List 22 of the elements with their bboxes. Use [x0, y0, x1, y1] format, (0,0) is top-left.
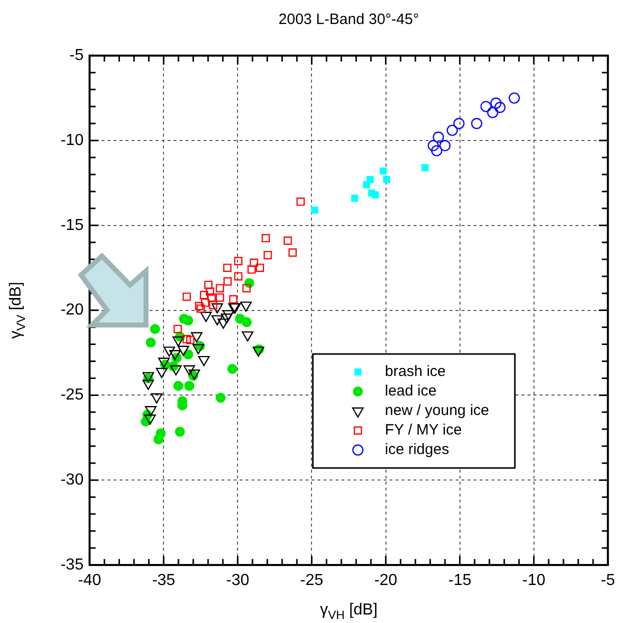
x-tick-label: -35 [152, 572, 176, 590]
y-tick-label: -20 [60, 302, 84, 319]
y-tick-label: -15 [60, 216, 84, 234]
legend-label: brash ice [384, 363, 446, 380]
chart-title: 2003 L-Band 30°-45° [278, 11, 419, 28]
x-tick-label: -40 [78, 572, 102, 590]
x-tick-label: -15 [448, 572, 472, 590]
legend-label: new / young ice [384, 402, 490, 420]
x-tick-label: -20 [374, 572, 398, 590]
legend-label: ice ridges [384, 441, 450, 458]
y-axis-title: γVV [dB] [7, 282, 28, 339]
x-tick-label: -30 [226, 572, 250, 590]
x-tick-label: -10 [522, 572, 546, 590]
y-tick-label: -30 [60, 472, 84, 489]
y-tick-label: -25 [60, 386, 84, 404]
y-tick-label: -10 [60, 132, 84, 149]
x-tick-label: -5 [600, 572, 616, 590]
legend-label: FY / MY ice [384, 422, 462, 439]
y-tick-label: -5 [69, 47, 84, 64]
legend-label: lead ice [384, 382, 437, 400]
y-tick-label: -35 [60, 556, 84, 574]
x-tick-label: -25 [300, 572, 324, 590]
